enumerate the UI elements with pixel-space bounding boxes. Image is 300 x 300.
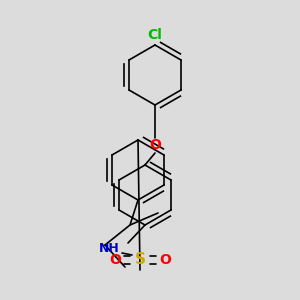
Text: S: S [134,253,146,268]
Text: O: O [159,253,171,267]
Text: NH: NH [99,242,120,254]
Text: O: O [109,253,121,267]
Text: Cl: Cl [148,28,162,42]
Text: O: O [149,138,161,152]
